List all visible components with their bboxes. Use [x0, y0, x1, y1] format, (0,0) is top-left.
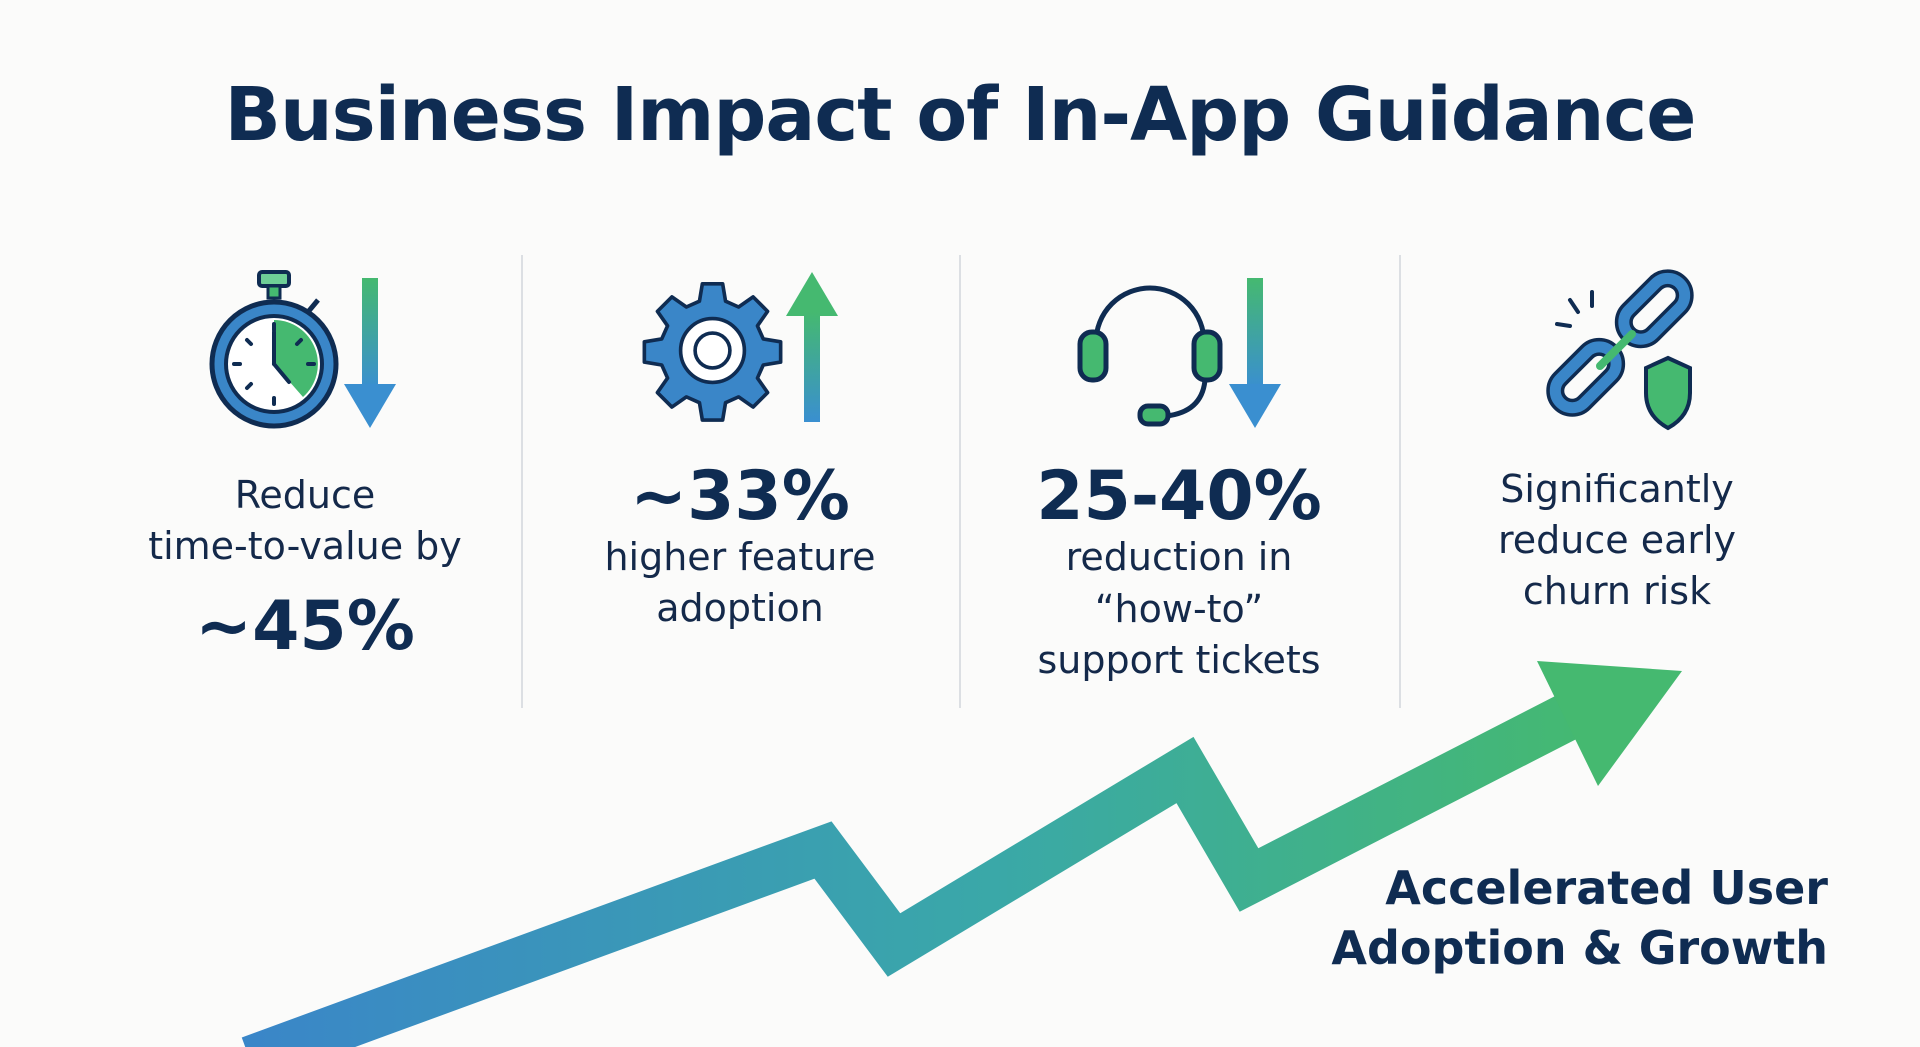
- metric-value: ~45%: [195, 587, 415, 666]
- metric-label: churn risk: [1522, 569, 1712, 613]
- divider: [521, 255, 523, 708]
- growth-caption-line: Accelerated User: [1385, 861, 1828, 915]
- metric-label: Reduce: [234, 473, 376, 517]
- broken-chain-shield-icon: [1546, 269, 1694, 431]
- metric-label: “how-to”: [1094, 587, 1264, 631]
- metric-value: ~33%: [630, 457, 850, 536]
- arrow-up-icon: [786, 272, 838, 422]
- arrow-down-icon: [344, 278, 396, 428]
- growth-caption: Accelerated User Adoption & Growth: [1331, 858, 1828, 978]
- metric-label: reduction in: [1065, 535, 1293, 579]
- metric-label: reduce early: [1497, 518, 1737, 562]
- metric-label: Significantly: [1500, 467, 1734, 511]
- stopwatch-icon: [209, 270, 339, 429]
- metric-label: adoption: [656, 586, 824, 630]
- divider: [1399, 255, 1401, 708]
- gear-icon: [642, 281, 783, 422]
- metric-value: 25-40%: [1036, 457, 1322, 536]
- growth-caption-line: Adoption & Growth: [1331, 921, 1828, 975]
- metric-label: higher feature: [604, 535, 876, 579]
- metric-label: time-to-value by: [148, 524, 462, 568]
- arrow-down-icon: [1229, 278, 1281, 428]
- headset-icon: [1077, 285, 1223, 427]
- divider: [959, 255, 961, 708]
- page-title: Business Impact of In-App Guidance: [224, 72, 1697, 158]
- metric-label: support tickets: [1037, 638, 1321, 682]
